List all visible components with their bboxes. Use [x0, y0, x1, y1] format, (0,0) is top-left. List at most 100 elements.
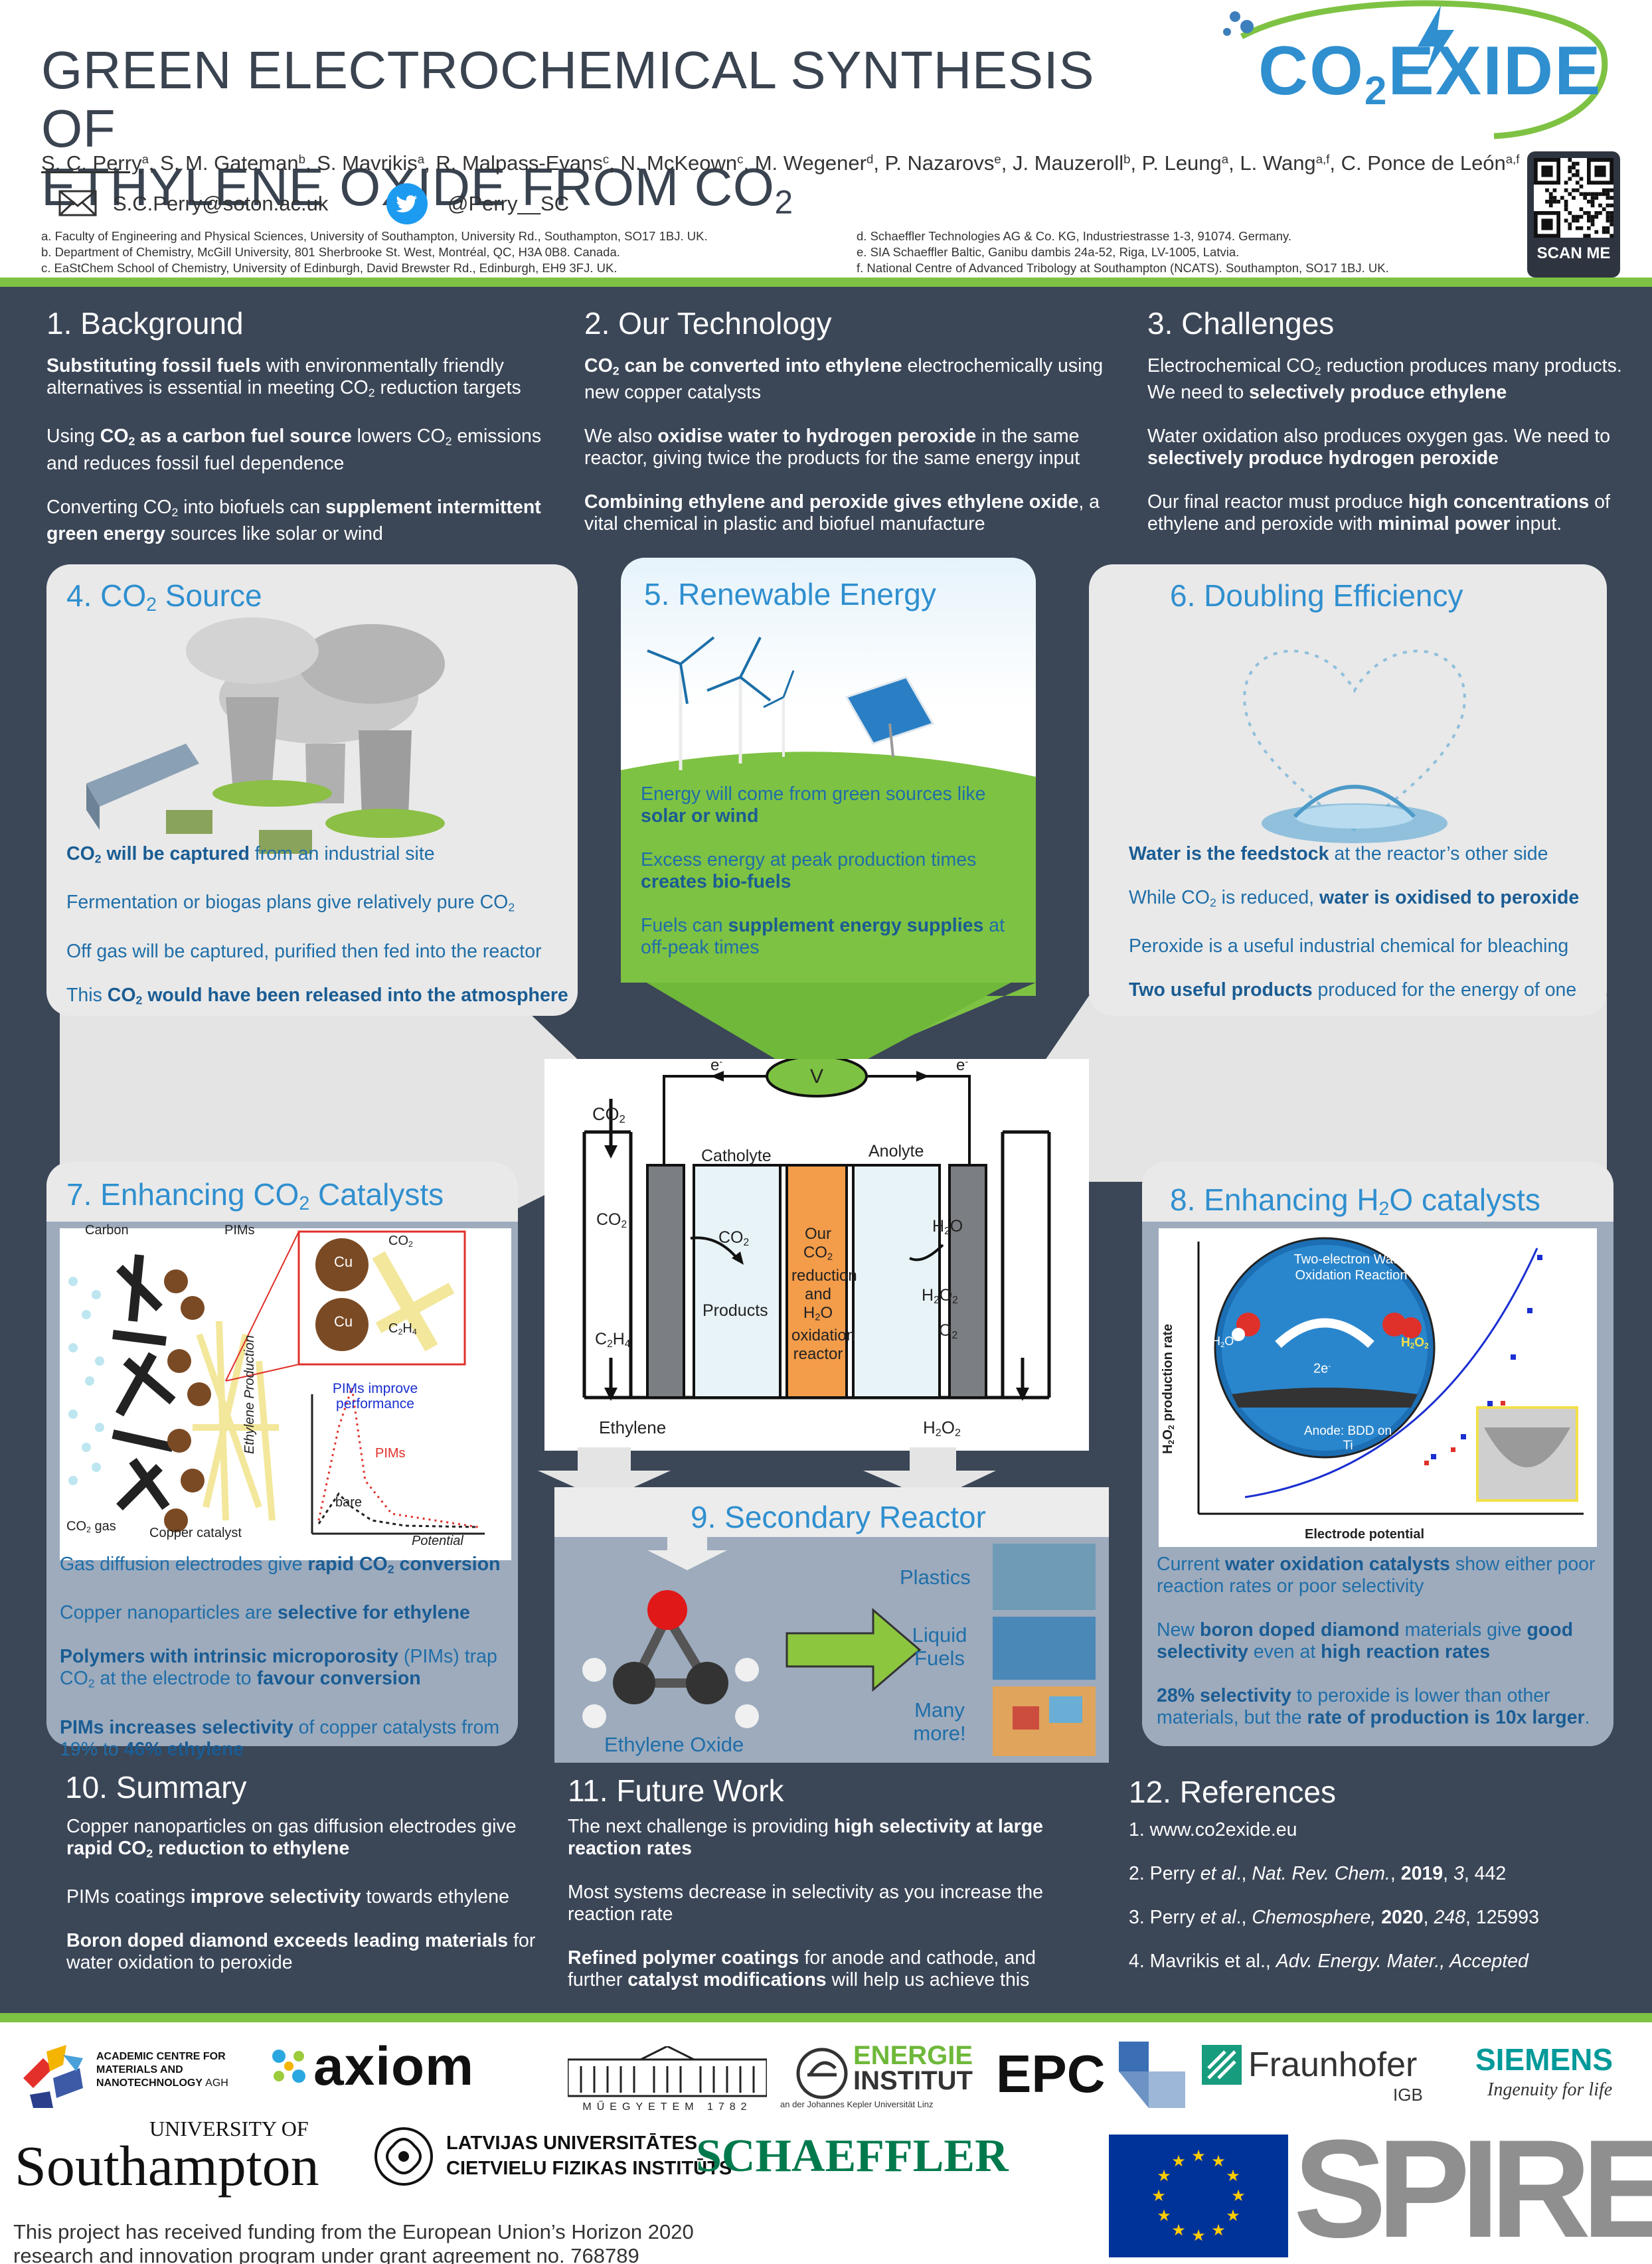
eu-flag-icon: ★ ★ ★ ★ ★ ★ ★ ★ ★ ★ ★ ★: [1109, 2135, 1288, 2257]
electron-right: e-: [956, 1056, 969, 1074]
svg-text:★: ★: [1171, 2221, 1186, 2239]
svg-text:★: ★: [1191, 2226, 1206, 2245]
affiliations-right: d. Schaeffler Technologies AG & Co. KG, …: [857, 229, 1389, 275]
author-name: P. Nazarovs: [884, 151, 995, 175]
section-3-heading: 3. Challenges: [1147, 306, 1335, 341]
fig8-2e: 2e-: [1313, 1361, 1331, 1376]
section-8-body: Current water oxidation catalysts show e…: [1157, 1554, 1596, 1728]
twitter-icon[interactable]: [386, 183, 428, 224]
author-affiliation-mark: a: [141, 151, 149, 166]
section-11-body: The next challenge is providing high sel…: [568, 1816, 1044, 1990]
title-line-1: GREEN ELECTROCHEMICAL SYNTHESIS OF: [41, 40, 1095, 158]
power-plant-illustration: [86, 617, 445, 854]
svg-text:★: ★: [1191, 2146, 1206, 2165]
twitter-handle[interactable]: @Perry__SC: [448, 192, 570, 215]
section-10-heading: 10. Summary: [65, 1770, 247, 1805]
top-green-rule: [0, 278, 1652, 287]
email-icon: [58, 190, 97, 216]
siemens-logo: SIEMENS: [1475, 2042, 1613, 2077]
section-7-body: Gas diffusion electrodes give rapid CO2 …: [60, 1554, 501, 1760]
author-name: J. Mauzeroll: [1012, 151, 1124, 175]
fig7-co2-gas: CO2 gas: [66, 1519, 116, 1535]
section-5-heading: 5. Renewable Energy: [644, 577, 936, 611]
svg-text:★: ★: [1157, 2166, 1171, 2185]
section-6-body: Water is the feedstock at the reactor’s …: [1129, 843, 1580, 1001]
agh-logo-text: ACADEMIC CENTRE FOR MATERIALS AND NANOTE…: [96, 2051, 228, 2089]
section-1-body: Substituting fossil fuels with environme…: [46, 355, 542, 545]
fig7-pims-curve: PIMs: [375, 1446, 406, 1461]
author-affiliation-mark: a: [417, 151, 425, 166]
co2exide-logo: CO2EXIDE: [1215, 0, 1613, 153]
affiliations-left: a. Faculty of Engineering and Physical S…: [41, 229, 708, 275]
energie-institut-icon: [795, 2042, 849, 2105]
card-7-co2-catalysts: 7. Enhancing CO2 Catalysts Carbon PIMs C…: [46, 1162, 518, 1760]
epc-logo-mark: [1119, 2042, 1185, 2108]
catholyte-label: Catholyte: [701, 1147, 772, 1165]
section-10-body: Copper nanoparticles on gas diffusion el…: [66, 1816, 536, 1974]
water-splash-illustration: [1243, 649, 1466, 843]
spire-logo: SPIRE: [1293, 2111, 1652, 2264]
fig7-c2h4: C2H4: [388, 1321, 417, 1337]
author-affiliation-mark: b: [298, 151, 305, 166]
fraunhofer-logo: Fraunhofer: [1248, 2046, 1418, 2084]
svg-text:★: ★: [1226, 2206, 1240, 2225]
axiom-logo: axiom: [313, 2036, 474, 2097]
author-name: S. M. Gateman: [160, 151, 299, 175]
svg-text:★: ★: [1226, 2166, 1240, 2185]
author-name: C. Ponce de León: [1341, 151, 1506, 175]
reactor-diagram: CO2 V e- e- Catholyte Anolyte CO2 CO2 Ou…: [544, 1056, 1089, 1451]
section-4-body: CO2 will be captured from an industrial …: [66, 843, 568, 1007]
reactor-h2o: H2O: [932, 1217, 963, 1237]
email-link[interactable]: S.C.Perry@soton.ac.uk: [113, 192, 329, 215]
muegyetem-logo-text: MŰEGYETEM 1782: [582, 2101, 752, 2113]
fig9-many-more: Many more!: [913, 1698, 966, 1745]
gde-illustration: [60, 1228, 511, 1560]
fig8-chart: [1159, 1228, 1597, 1547]
section-2-body: CO2 can be converted into ethylene elect…: [584, 355, 1104, 535]
author-affiliation-mark: c: [602, 151, 610, 166]
muegyetem-logo-building: [566, 2045, 768, 2099]
fig7-bare: bare: [335, 1495, 363, 1510]
reactor-h2o2-anode: H2O2: [922, 1286, 958, 1306]
fraunhofer-igb: IGB: [1393, 2085, 1423, 2105]
section-2-heading: 2. Our Technology: [584, 306, 832, 341]
fig7-cu2: Cu: [334, 1313, 353, 1330]
scan-me-label: SCAN ME: [1536, 244, 1611, 262]
reactor-co2-cath: CO2: [718, 1228, 750, 1248]
fig7-co2: CO2: [388, 1234, 413, 1250]
svg-text:★: ★: [1151, 2186, 1166, 2205]
fig7-copper-catalyst: Copper catalyst: [149, 1526, 242, 1540]
author-name: L. Wang: [1240, 151, 1316, 175]
svg-text:★: ★: [1211, 2152, 1226, 2170]
wind-solar-illustration: [621, 636, 1036, 983]
fig7-ylabel: Ethylene Production: [242, 1334, 257, 1454]
fig7-cu1: Cu: [334, 1253, 353, 1270]
svg-text:★: ★: [1211, 2221, 1226, 2239]
reactor-co2-in: CO2: [592, 1104, 625, 1126]
fig9-plastics: Plastics: [900, 1566, 971, 1589]
schaeffler-logo: SCHAEFFLER: [696, 2131, 1009, 2182]
qr-code[interactable]: SCAN ME: [1527, 151, 1620, 278]
agh-logo-icon: [17, 2038, 90, 2111]
card-9-secondary-reactor: 9. Secondary Reactor Plastics Liquid Fue…: [554, 1487, 1109, 1763]
author-name: R. Malpass-Evans: [436, 151, 603, 175]
section-12-body: 1. www.co2exide.eu 2. Perry et al., Nat.…: [1129, 1819, 1539, 1972]
latvia-logo-line2: CIETVIELU FIZIKAS INSTITŪTS: [446, 2158, 732, 2179]
siemens-tagline: Ingenuity for life: [1487, 2079, 1613, 2100]
svg-text:★: ★: [1171, 2152, 1186, 2170]
svg-text:★: ★: [1231, 2186, 1246, 2205]
author-name: N. McKeown: [620, 151, 738, 175]
section-3-body: Electrochemical CO2 reduction produces m…: [1147, 355, 1622, 535]
fig7-carbon: Carbon: [85, 1223, 129, 1238]
fraunhofer-icon: [1202, 2045, 1242, 2085]
fig8-h2o: H2O: [1212, 1334, 1234, 1349]
section-1-heading: 1. Background: [46, 306, 244, 341]
fig7-xlabel: Potential: [412, 1534, 463, 1548]
fig7-pims: PIMs: [224, 1223, 255, 1238]
electron-left: e-: [710, 1056, 723, 1074]
card-6-doubling-efficiency: 6. Doubling Efficiency Water is the feed…: [1089, 564, 1607, 1016]
fig9-ethylene-oxide: Ethylene Oxide: [604, 1733, 744, 1756]
section-12-heading: 12. References: [1129, 1775, 1336, 1809]
poster-title: GREEN ELECTROCHEMICAL SYNTHESIS OF ETHYL…: [41, 41, 1170, 231]
